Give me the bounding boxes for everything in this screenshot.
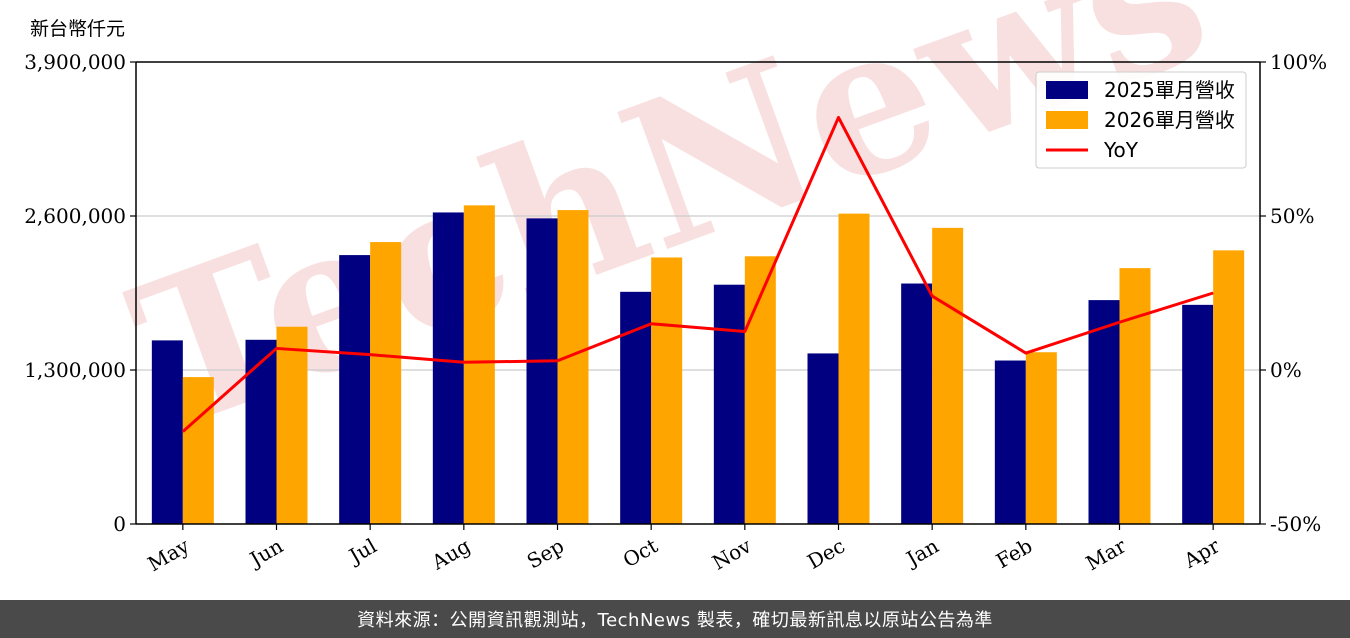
bar-2025-aug [432, 212, 464, 524]
y2-tick-label: 100% [1270, 50, 1327, 74]
y-tick-label: 3,900,000 [24, 50, 126, 74]
bar-2025-may [151, 340, 183, 524]
bar-2026-jul [370, 242, 402, 525]
bar-2026-oct [651, 257, 683, 524]
legend-label: 2026單月營收 [1104, 108, 1235, 132]
y-tick-label: 2,600,000 [24, 204, 126, 228]
x-tick-label-jan: Jan [901, 533, 943, 571]
legend: 2025單月營收 2026單月營收 YoY [1035, 71, 1247, 169]
x-tick-label-mar: Mar [1082, 533, 1131, 575]
x-tick-label-jun: Jun [244, 533, 287, 572]
legend-box [1035, 71, 1247, 169]
bar-2025-dec [807, 353, 839, 524]
x-tick-label-dec: Dec [803, 534, 849, 574]
x-tick-label-feb: Feb [992, 534, 1036, 573]
bar-2026-jun [276, 326, 308, 524]
legend-swatch [1046, 111, 1088, 129]
x-tick-label-may: May [143, 533, 193, 576]
bar-2026-aug [463, 205, 495, 525]
bar-2026-sep [557, 210, 589, 525]
grid-lines [136, 215, 1260, 371]
yoy-line-layer [181, 115, 1214, 433]
yoy-line [181, 115, 1214, 433]
revenue-chart: TechNews 01,300,0002,600,0003,900,000-50… [24, 0, 1327, 576]
bar-2026-nov [744, 256, 776, 524]
bar-2026-mar [1119, 268, 1151, 524]
legend-swatch [1046, 81, 1088, 99]
bar-2026-may [182, 377, 214, 524]
bar-2026-apr [1213, 250, 1245, 524]
legend-label: YoY [1103, 138, 1139, 162]
source-footer: 資料來源：公開資訊觀測站，TechNews 製表，確切最新訊息以原站公告為準 [0, 600, 1350, 638]
bar-2025-sep [526, 218, 558, 524]
legend-label: 2025單月營收 [1104, 78, 1235, 102]
bar-2026-jan [932, 227, 964, 524]
x-tick-label-jul: Jul [343, 534, 380, 569]
x-tick-label-apr: Apr [1179, 533, 1224, 573]
bar-2025-jun [245, 339, 277, 524]
y-tick-label: 1,300,000 [24, 358, 126, 382]
bar-2026-feb [1025, 352, 1057, 524]
bar-2025-apr [1182, 304, 1214, 524]
y2-tick-label: 0% [1270, 358, 1302, 382]
x-tick-label-sep: Sep [523, 534, 568, 574]
y-axis-unit-label: 新台幣仟元 [30, 18, 126, 40]
x-tick-label-nov: Nov [708, 533, 756, 575]
y-tick-label: 0 [113, 512, 126, 536]
x-tick-label-oct: Oct [619, 534, 662, 573]
bar-2025-mar [1088, 300, 1120, 524]
bar-2025-jan [901, 283, 933, 524]
bar-2025-jul [339, 255, 371, 525]
y2-tick-label: 50% [1270, 204, 1314, 228]
bar-2026-dec [838, 213, 870, 524]
x-tick-label-aug: Aug [427, 533, 475, 574]
bar-2025-nov [713, 284, 745, 524]
bar-2025-feb [994, 360, 1026, 524]
y2-tick-label: -50% [1270, 512, 1321, 536]
